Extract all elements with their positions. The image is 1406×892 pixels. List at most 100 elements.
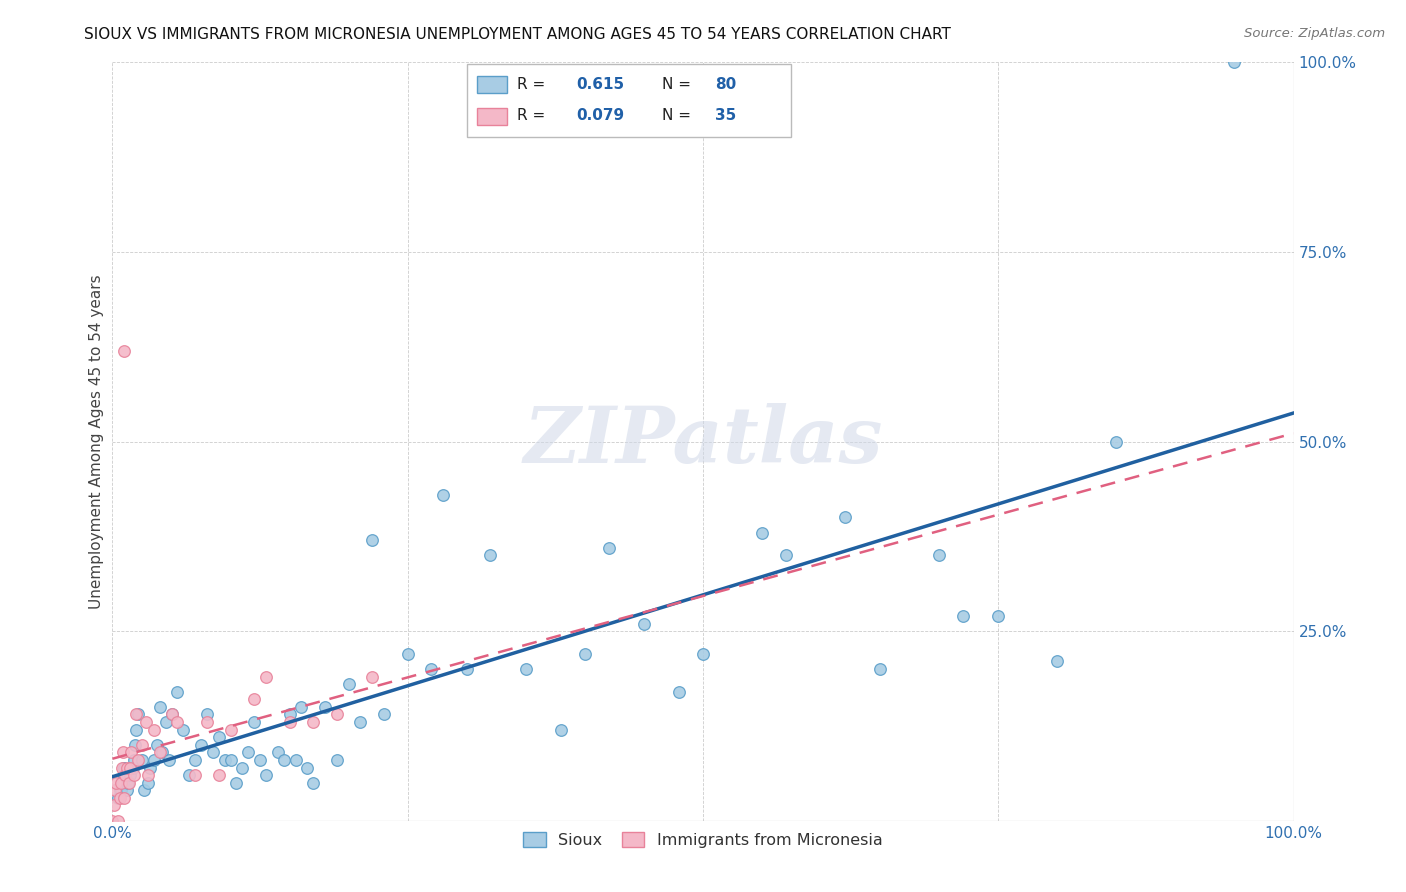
Point (1105, 434, 1128, 449)
Point (120, 768, 142, 782)
Point (179, 768, 201, 782)
Point (238, 746, 260, 760)
Point (278, 707, 301, 722)
Point (243, 715, 266, 730)
Point (136, 776, 159, 790)
Point (103, 798, 125, 813)
Text: SIOUX VS IMMIGRANTS FROM MICRONESIA UNEMPLOYMENT AMONG AGES 45 TO 54 YEARS CORRE: SIOUX VS IMMIGRANTS FROM MICRONESIA UNEM… (84, 27, 952, 42)
Text: Source: ZipAtlas.com: Source: ZipAtlas.com (1244, 27, 1385, 40)
Text: 0.079: 0.079 (576, 108, 624, 123)
Point (149, 746, 172, 760)
Point (101, 814, 124, 828)
Text: ZIPatlas: ZIPatlas (523, 403, 883, 480)
Point (105, 776, 128, 790)
Point (142, 753, 165, 767)
Point (150, 746, 173, 760)
Point (166, 715, 188, 730)
Point (869, 662, 891, 676)
Point (598, 541, 620, 555)
Point (108, 791, 131, 805)
Point (122, 753, 145, 767)
FancyBboxPatch shape (467, 64, 792, 136)
Point (361, 669, 384, 683)
Point (337, 677, 360, 691)
Point (155, 715, 177, 730)
Point (195, 707, 218, 722)
Point (550, 723, 572, 737)
Point (214, 753, 236, 767)
Point (219, 753, 242, 767)
FancyBboxPatch shape (477, 108, 508, 125)
Point (208, 730, 231, 744)
Point (928, 548, 950, 563)
Point (834, 510, 856, 524)
Point (184, 768, 207, 782)
Point (108, 783, 131, 797)
Point (1046, 655, 1069, 669)
Point (190, 738, 212, 752)
Y-axis label: Unemployment Among Ages 45 to 54 years: Unemployment Among Ages 45 to 54 years (89, 274, 104, 609)
Text: R =: R = (517, 77, 550, 92)
Point (208, 768, 231, 782)
Point (146, 738, 169, 752)
Text: R =: R = (517, 108, 550, 123)
Point (118, 776, 141, 790)
Point (112, 791, 135, 805)
Point (284, 753, 307, 767)
Point (111, 760, 134, 774)
Point (668, 685, 690, 699)
Point (112, 768, 135, 782)
Text: 0.615: 0.615 (576, 77, 624, 92)
Point (361, 533, 384, 548)
Point (112, 343, 135, 358)
Point (201, 746, 224, 760)
Point (112, 768, 135, 782)
Point (273, 753, 295, 767)
Text: 35: 35 (716, 108, 737, 123)
Point (254, 768, 277, 782)
Point (127, 707, 149, 722)
Point (254, 669, 277, 683)
Point (195, 715, 218, 730)
Point (479, 548, 502, 563)
Point (302, 715, 325, 730)
Point (314, 699, 336, 714)
Point (432, 487, 454, 501)
Point (349, 715, 371, 730)
Point (231, 760, 253, 774)
Point (122, 768, 145, 782)
Point (184, 753, 207, 767)
Point (124, 738, 146, 752)
Point (456, 662, 478, 676)
Point (574, 647, 596, 661)
Point (104, 783, 127, 797)
Text: 80: 80 (716, 77, 737, 92)
Point (633, 616, 655, 631)
Point (373, 707, 395, 722)
Point (1223, 55, 1246, 70)
Point (110, 783, 132, 797)
Point (243, 692, 266, 706)
Point (302, 776, 325, 790)
Point (297, 760, 319, 774)
FancyBboxPatch shape (477, 76, 508, 93)
Point (692, 647, 714, 661)
Point (110, 776, 132, 790)
Point (166, 685, 188, 699)
Point (117, 776, 139, 790)
Point (120, 746, 142, 760)
Point (278, 715, 301, 730)
Point (515, 662, 537, 676)
Point (115, 783, 138, 797)
Point (112, 760, 135, 774)
Point (249, 753, 271, 767)
Point (420, 662, 443, 676)
Point (290, 699, 312, 714)
Point (127, 753, 149, 767)
Point (149, 699, 172, 714)
Point (157, 753, 180, 767)
Point (172, 723, 194, 737)
Point (775, 548, 797, 563)
Point (112, 746, 135, 760)
Point (751, 525, 773, 540)
